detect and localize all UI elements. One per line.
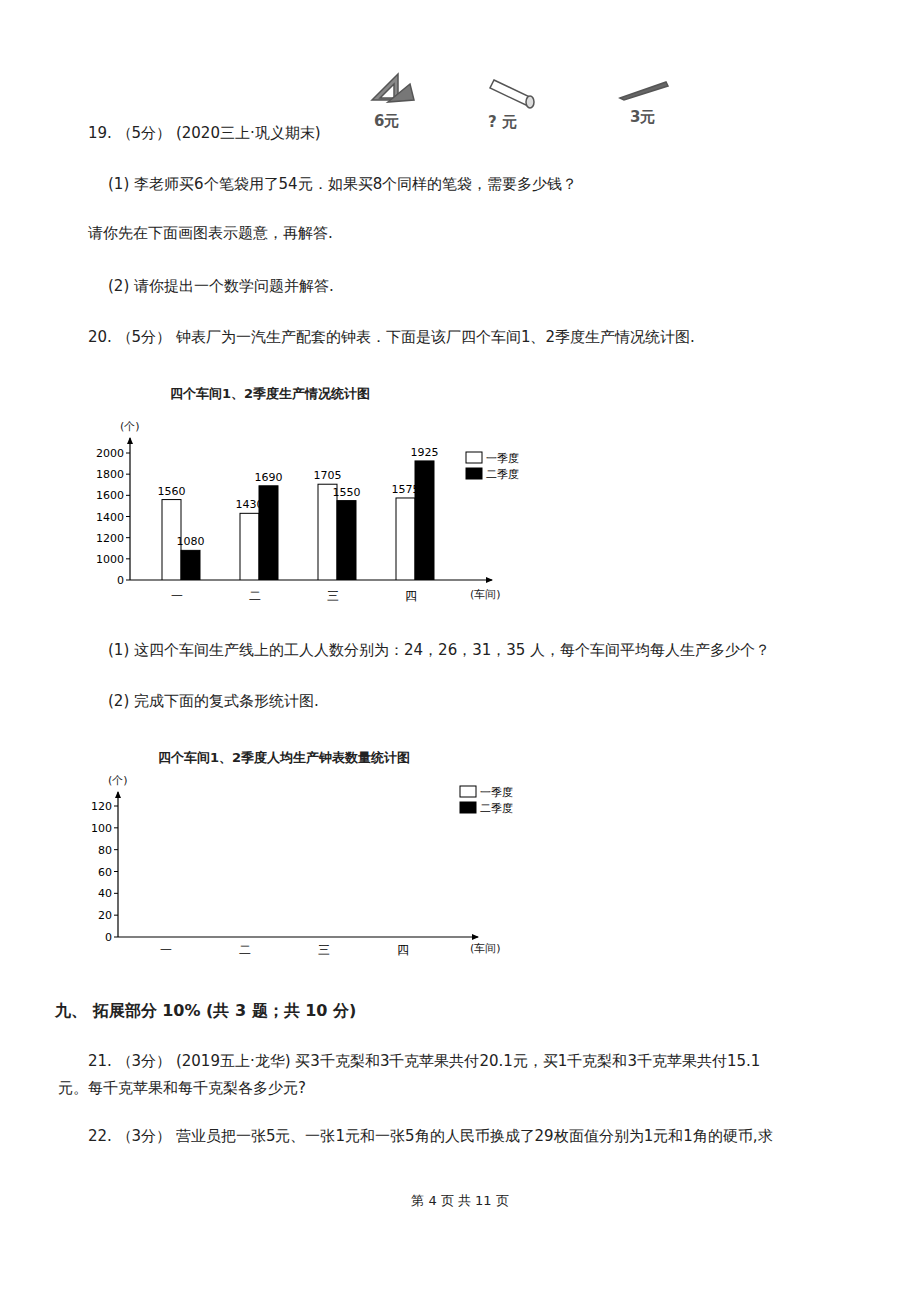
price-label: ? 元 — [488, 113, 517, 131]
y-axis-arrow — [115, 791, 121, 798]
x-tick-label: 三 — [318, 943, 330, 957]
bars — [162, 461, 434, 580]
data-label: 1575 — [392, 483, 420, 496]
background — [0, 0, 920, 1302]
section-heading: 九、 拓展部分 10% (共 3 题；共 10 分) — [54, 1001, 356, 1020]
chart-title: 四个车间1、2季度人均生产钟表数量统计图 — [158, 750, 410, 765]
page: { "prices": ["6元", "? 元", "3元"], "q19": … — [0, 0, 920, 1302]
y-tick-label: 1600 — [96, 489, 124, 502]
pencil-case-end — [526, 96, 534, 108]
data-label: 1550 — [333, 486, 361, 499]
y-tick — [126, 453, 130, 454]
x-tick-label: 一 — [171, 589, 183, 603]
x-tick-label: 二 — [239, 943, 251, 957]
question-text: (1) 李老师买6个笔袋用了54元．如果买8个同样的笔袋，需要多少钱？ — [108, 175, 577, 193]
y-tick-label: 100 — [91, 822, 112, 835]
bar — [181, 550, 200, 580]
y-tick-label: 60 — [98, 866, 112, 879]
y-tick — [114, 893, 118, 894]
x-axis-label: (车间) — [470, 942, 501, 955]
legend-label: 一季度 — [480, 786, 513, 799]
x-axis-arrow — [472, 934, 479, 940]
y-tick — [126, 537, 130, 538]
bar — [240, 513, 259, 580]
y-tick — [126, 474, 130, 475]
page-canvas: 6元 ? 元 3元 19. （5分） (2020三上·巩义期末) (1) 李老师买6个笔… — [0, 0, 920, 1302]
x-tick-label: 三 — [327, 589, 339, 603]
question-text: (2) 完成下面的复式条形统计图. — [108, 692, 319, 710]
legend-label: 二季度 — [486, 468, 519, 481]
price-label: 3元 — [630, 108, 655, 126]
y-tick-label: 1400 — [96, 511, 124, 524]
bar — [396, 498, 415, 580]
bar — [415, 461, 434, 580]
x-tick-label: 一 — [160, 943, 172, 957]
legend-swatch — [466, 468, 482, 479]
x-tick-label: 四 — [397, 943, 409, 957]
y-tick-label: 0 — [117, 574, 124, 587]
y-tick — [126, 495, 130, 496]
page-footer: 第 4 页 共 11 页 — [411, 1193, 508, 1208]
y-axis-arrow — [127, 437, 133, 444]
question-text: (1) 这四个车间生产线上的工人人数分别为：24，26，31，35 人，每个车间… — [108, 641, 770, 659]
y-axis-label: (个) — [120, 420, 140, 433]
y-tick-label: 120 — [91, 800, 112, 813]
y-tick-label: 80 — [98, 844, 112, 857]
y-tick — [114, 937, 118, 938]
triangle-ruler-icon — [388, 84, 414, 102]
y-tick-label: 40 — [98, 887, 112, 900]
y-tick — [114, 827, 118, 828]
data-label: 1080 — [177, 535, 205, 548]
legend-swatch — [466, 452, 482, 463]
y-tick — [114, 806, 118, 807]
y-tick — [126, 580, 130, 581]
y-tick — [126, 516, 130, 517]
chart-title: 四个车间1、2季度生产情况统计图 — [170, 386, 370, 401]
x-tick-label: 四 — [405, 589, 417, 603]
y-tick — [114, 871, 118, 872]
y-tick-label: 1000 — [96, 553, 124, 566]
bar — [337, 501, 356, 580]
data-label: 1705 — [314, 469, 342, 482]
bar-chart: 四个车间1、2季度人均生产钟表数量统计图 (个) (车间) 0 20 40 60 80 100 1… — [91, 750, 513, 957]
y-tick-label: 20 — [98, 909, 112, 922]
y-tick-label: 1200 — [96, 532, 124, 545]
y-axis-label: (个) — [108, 774, 128, 787]
question-text: 22. （3分） 营业员把一张5元、一张1元和一张5角的人民币换成了29枚面值分… — [88, 1127, 773, 1145]
y-tick — [114, 915, 118, 916]
data-label: 1690 — [255, 471, 283, 484]
y-tick-label: 1800 — [96, 468, 124, 481]
data-label: 1430 — [236, 498, 264, 511]
price-label: 6元 — [374, 112, 399, 130]
question-text: (2) 请你提出一个数学问题并解答. — [108, 277, 334, 295]
question-text: 19. （5分） (2020三上·巩义期末) — [88, 124, 321, 142]
legend-label: 二季度 — [480, 802, 513, 815]
y-tick-label: 0 — [105, 931, 112, 944]
bar-chart: 四个车间1、2季度生产情况统计图 (个) (车间) 0 1000 1200 1400 1600… — [96, 386, 519, 603]
y-tick — [114, 849, 118, 850]
data-label: 1925 — [411, 446, 439, 459]
pen-icon — [620, 82, 668, 100]
question-text: 20. （5分） 钟表厂为一汽生产配套的钟表．下面是该厂四个车间1、2季度生产情… — [88, 328, 695, 346]
data-label: 1560 — [158, 485, 186, 498]
x-axis-arrow — [486, 577, 493, 583]
x-tick-label: 二 — [249, 589, 261, 603]
price-icons — [372, 74, 668, 108]
y-tick — [126, 558, 130, 559]
triangle-ruler-hole — [380, 84, 394, 98]
legend-swatch — [460, 786, 476, 797]
legend-swatch — [460, 802, 476, 813]
y-tick-label: 2000 — [96, 447, 124, 460]
question-text: 21. （3分） (2019五上·龙华) 买3千克梨和3千克苹果共付20.1元，… — [88, 1052, 760, 1070]
question-text: 元。每千克苹果和每千克梨各多少元? — [58, 1079, 306, 1097]
x-axis-label: (车间) — [470, 588, 501, 601]
legend-label: 一季度 — [486, 452, 519, 465]
x-axis — [118, 936, 478, 937]
question-text: 请你先在下面画图表示题意，再解答. — [88, 224, 333, 242]
